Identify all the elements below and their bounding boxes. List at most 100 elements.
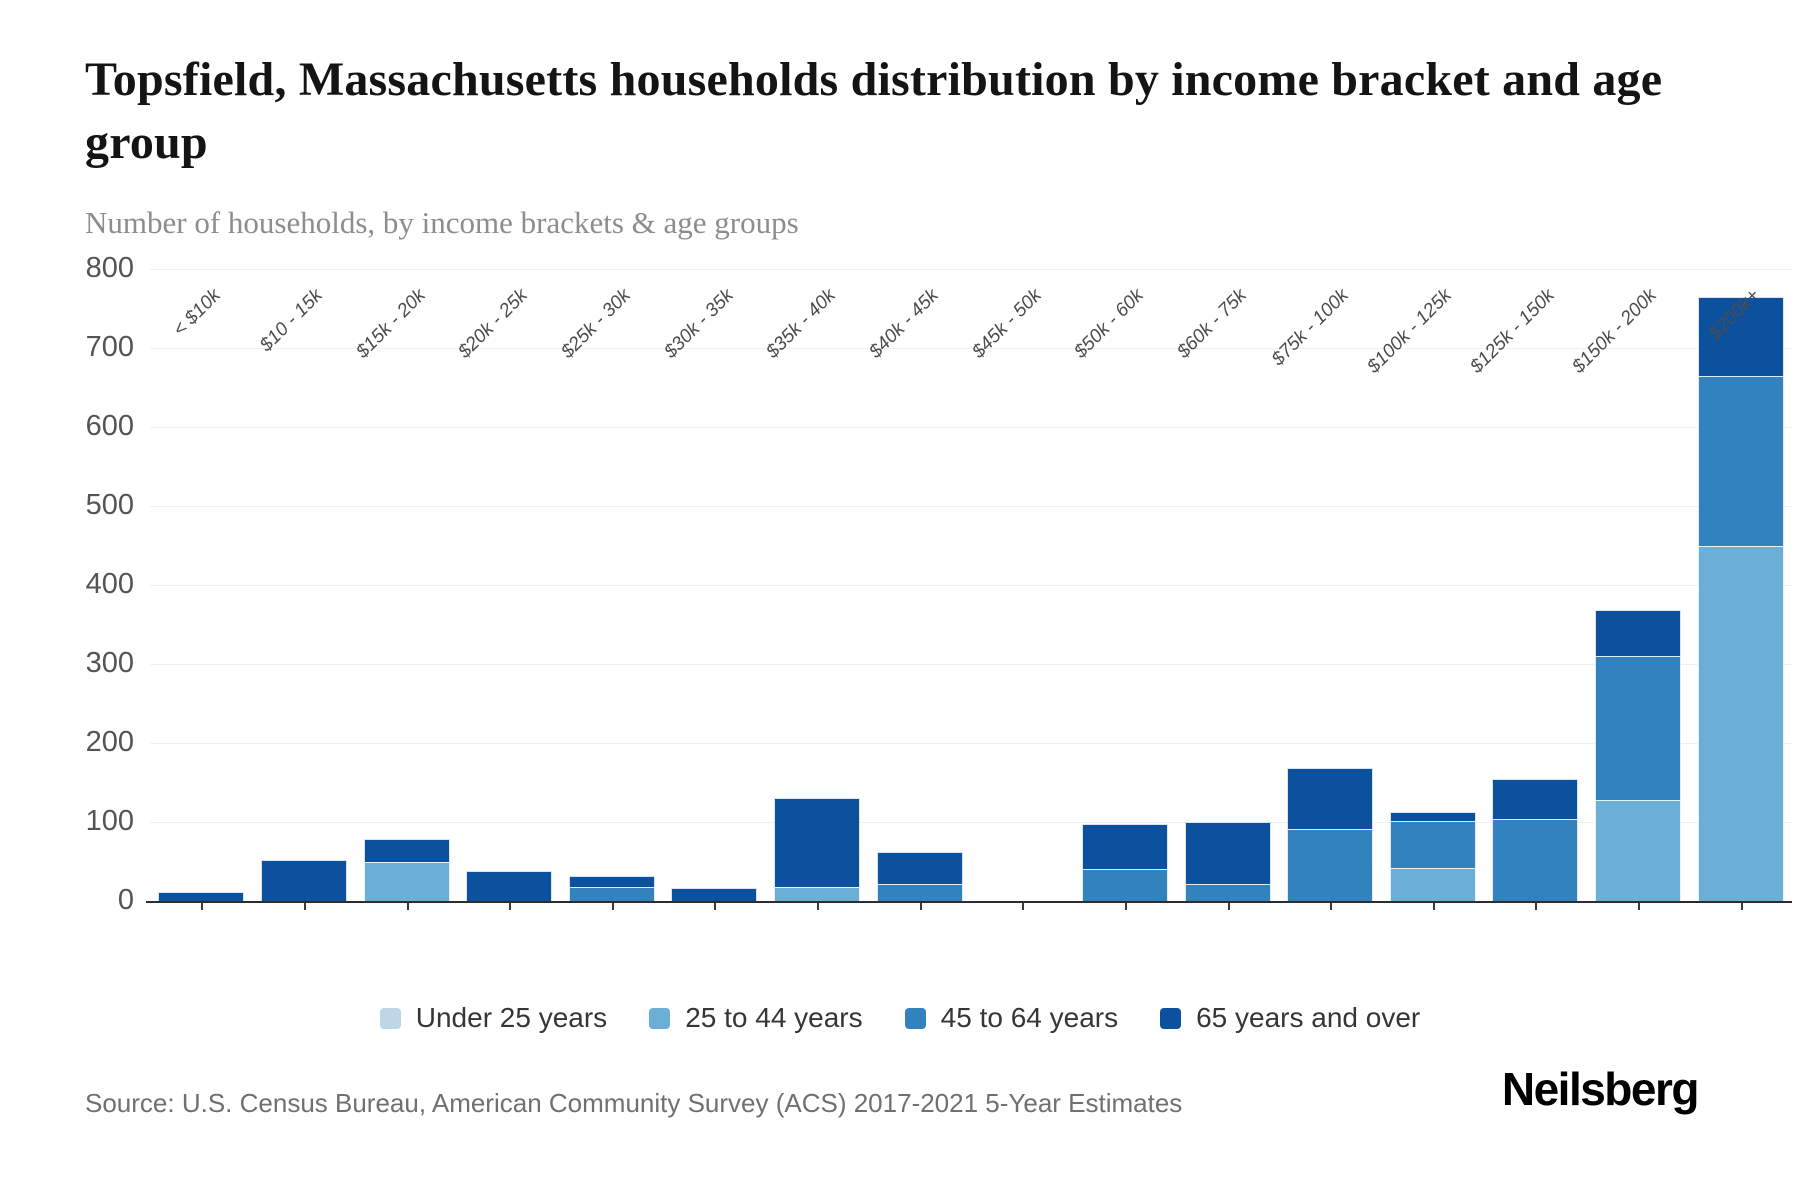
bar-group: $50k - 60k — [1070, 269, 1177, 910]
x-axis-tick — [919, 902, 922, 910]
bar-group: $125k - 150k — [1466, 269, 1587, 910]
bar-segment[interactable] — [774, 798, 861, 887]
y-axis-tick-label: 200 — [85, 725, 134, 758]
bar-segment[interactable] — [1595, 610, 1682, 657]
stacked-bar — [1081, 823, 1168, 901]
legend-swatch-icon — [649, 1007, 671, 1029]
bar-segment[interactable] — [1595, 799, 1682, 901]
stacked-bar — [363, 839, 450, 901]
x-axis-tick-label: $35k - 40k — [762, 285, 841, 363]
bar-group: $75k - 100k — [1268, 269, 1382, 910]
stacked-bar — [158, 891, 245, 901]
y-axis-tick-label: 600 — [85, 409, 134, 442]
bar-segment[interactable] — [1697, 296, 1784, 376]
x-axis-line — [146, 901, 1792, 903]
bar-segment[interactable] — [260, 859, 347, 901]
bar-segment[interactable] — [1389, 821, 1476, 868]
bar-group: $20k - 25k — [455, 269, 561, 910]
stacked-bar — [1595, 610, 1682, 901]
bar-segment[interactable] — [1389, 867, 1476, 901]
stacked-bar — [1287, 768, 1374, 901]
legend-item[interactable]: Under 25 years — [379, 1002, 608, 1034]
gridline — [150, 664, 1792, 665]
x-axis-tick — [817, 902, 820, 910]
x-axis-tick — [303, 902, 306, 910]
bar-group: $100k - 125k — [1363, 269, 1485, 910]
x-axis-tick — [714, 902, 717, 910]
y-axis-tick-label: 100 — [85, 804, 134, 837]
x-axis-tick-label: $75k - 100k — [1268, 285, 1354, 371]
gridline — [150, 506, 1792, 507]
bar-group: $25k - 30k — [557, 269, 664, 910]
bar-segment[interactable] — [1492, 818, 1579, 901]
legend-item[interactable]: 45 to 64 years — [904, 1002, 1118, 1034]
gridline — [150, 743, 1792, 744]
source-attribution: Source: U.S. Census Bureau, American Com… — [85, 1088, 1183, 1118]
x-axis-tick-label: $25k - 30k — [557, 285, 635, 363]
bar-segment[interactable] — [876, 852, 963, 885]
gridline — [150, 348, 1792, 349]
gridline — [150, 269, 1792, 270]
legend-item[interactable]: 65 years and over — [1160, 1002, 1420, 1034]
x-axis-tick — [509, 902, 512, 910]
bar-group: $30k - 35k — [659, 269, 766, 910]
bar-segment[interactable] — [1184, 883, 1271, 901]
bar-segment[interactable] — [1081, 823, 1168, 870]
stacked-bar — [1697, 296, 1784, 901]
chart-legend: Under 25 years 25 to 44 years 45 to 64 yea… — [0, 1002, 1800, 1034]
y-axis-tick-label: 700 — [85, 330, 134, 363]
bar-segment[interactable] — [1184, 822, 1271, 884]
y-axis-tick-label: 400 — [85, 567, 134, 600]
bar-segment[interactable] — [466, 870, 553, 901]
stacked-bar — [1389, 811, 1476, 901]
bar-segment[interactable] — [876, 884, 963, 901]
bar-segment[interactable] — [158, 891, 245, 901]
bar-group: $40k - 45k — [865, 269, 971, 910]
legend-label: 65 years and over — [1196, 1002, 1421, 1033]
bar-group: < $10k — [150, 269, 253, 910]
x-axis-tick — [201, 902, 204, 910]
bar-segment[interactable] — [568, 886, 655, 901]
bar-segment[interactable] — [1389, 811, 1476, 822]
stacked-bar — [876, 852, 963, 901]
x-axis-tick — [1330, 902, 1333, 910]
bar-segment[interactable] — [774, 886, 861, 901]
legend-label: 25 to 44 years — [685, 1002, 863, 1033]
stacked-bar — [260, 859, 347, 901]
legend-label: Under 25 years — [415, 1002, 608, 1033]
bar-segment[interactable] — [1081, 869, 1168, 901]
y-axis-tick-label: 500 — [85, 488, 134, 521]
y-axis-tick-label: 300 — [85, 646, 134, 679]
x-axis-tick-label: $50k - 60k — [1070, 285, 1148, 363]
bar-segment[interactable] — [1287, 768, 1374, 830]
x-axis-tick-label: $30k - 35k — [659, 285, 738, 363]
bar-segment[interactable] — [363, 839, 450, 863]
bar-segment[interactable] — [1287, 829, 1374, 901]
x-axis-tick — [1124, 902, 1127, 910]
x-axis-tick-label: $15k - 20k — [352, 285, 430, 363]
x-axis-tick — [1227, 902, 1230, 910]
bar-group: $15k - 20k — [352, 269, 458, 910]
stacked-bar — [568, 875, 655, 901]
x-axis-tick — [1022, 902, 1025, 910]
page-subtitle: Number of households, by income brackets… — [85, 205, 799, 240]
stacked-bar — [466, 870, 553, 901]
stacked-bar — [1492, 779, 1579, 901]
bar-segment[interactable] — [1492, 779, 1579, 819]
bar-segment[interactable] — [671, 888, 758, 901]
x-axis-tick — [1432, 902, 1435, 910]
bar-segment[interactable] — [1595, 656, 1682, 800]
legend-swatch-icon — [1160, 1007, 1182, 1029]
stacked-bar-chart: 0 100 200 300 400 500 600 700 800 < $10k $10 - 15… — [86, 252, 1792, 916]
bars-layer: < $10k $10 - 15k $15k - 20k $20k - 25k $25k … — [150, 269, 1792, 910]
bar-segment[interactable] — [363, 862, 450, 901]
gridline — [150, 585, 1792, 586]
bar-segment[interactable] — [1697, 545, 1784, 901]
brand-logo: Neilsberg — [1501, 1063, 1700, 1115]
y-axis-tick-label: 800 — [85, 251, 134, 284]
bar-segment[interactable] — [568, 875, 655, 887]
bar-segment[interactable] — [1697, 375, 1784, 546]
legend-item[interactable]: 25 to 44 years — [649, 1002, 863, 1034]
x-axis-tick-label: $60k - 75k — [1173, 285, 1251, 363]
